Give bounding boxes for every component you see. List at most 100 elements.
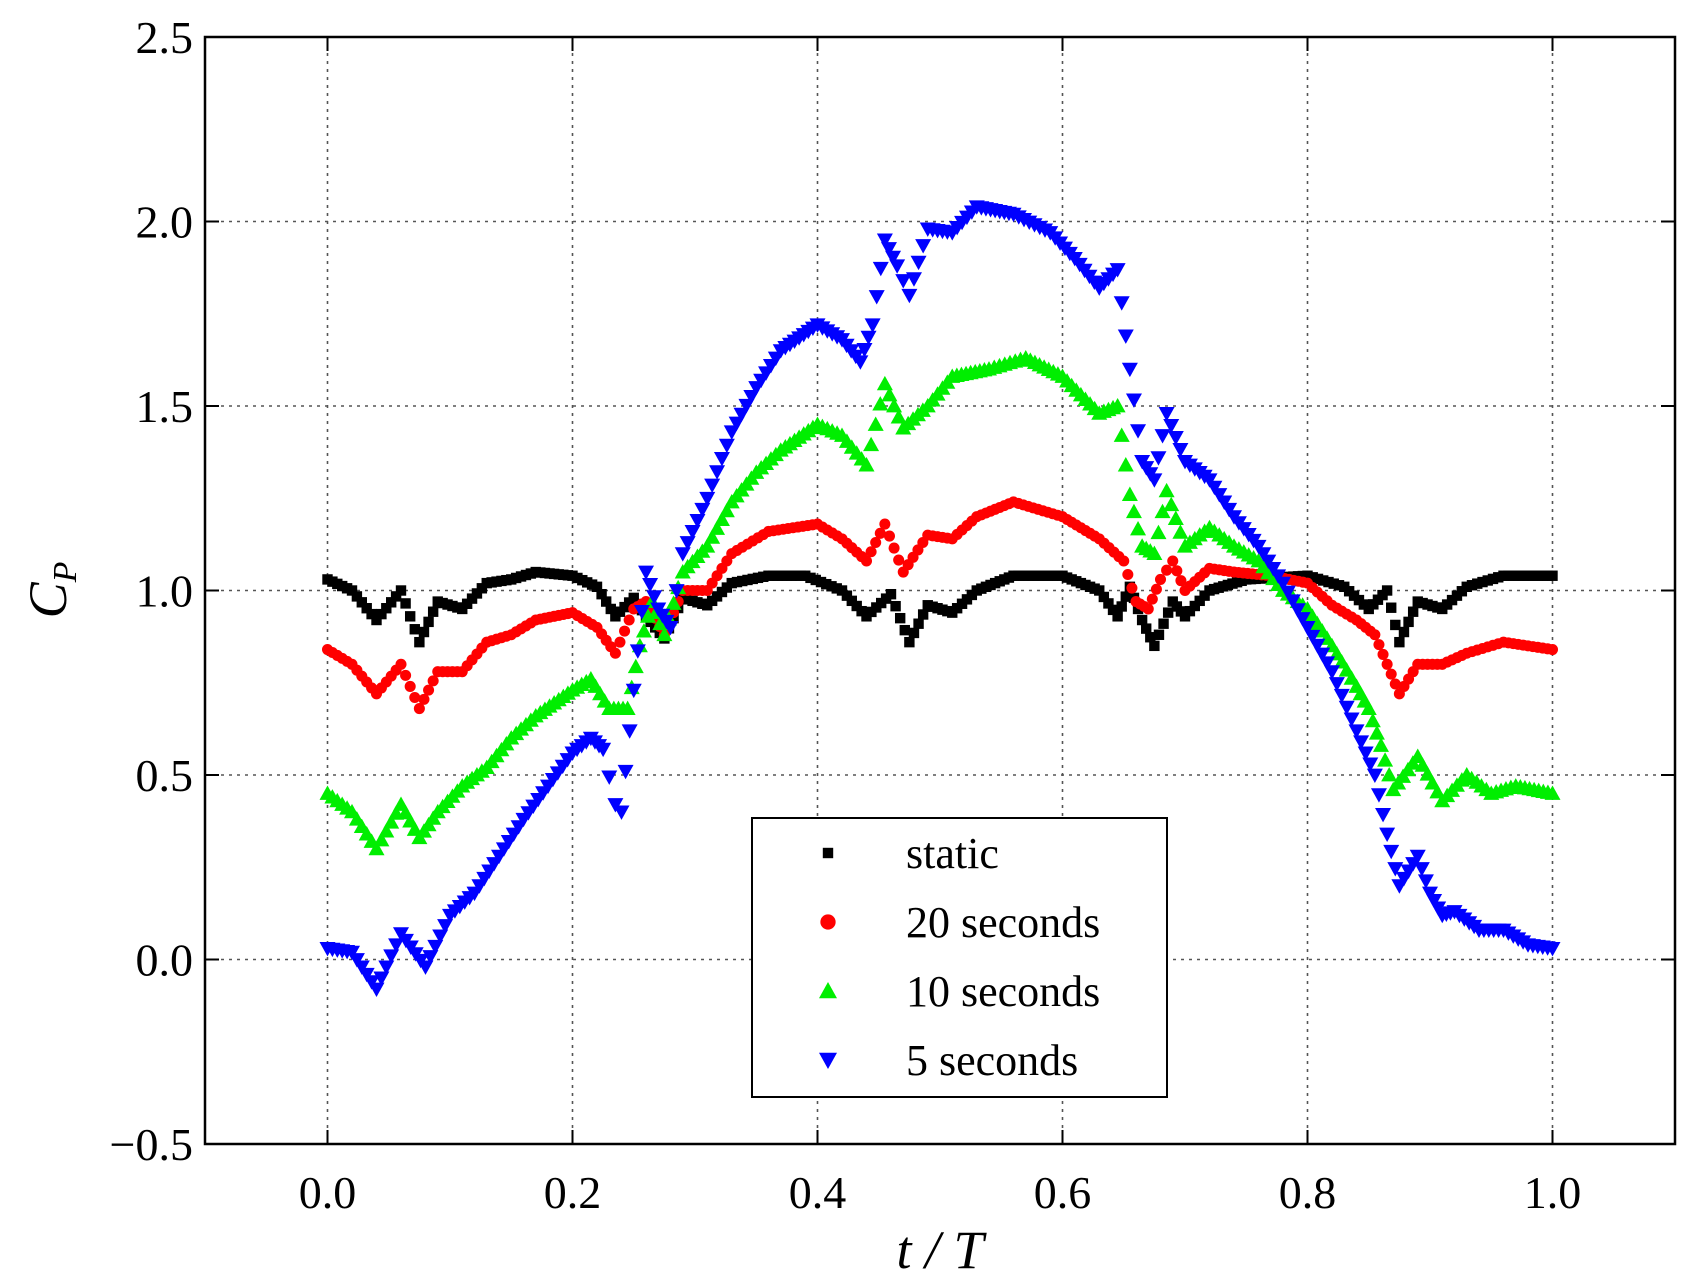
data-point (899, 624, 910, 636)
data-point (1387, 862, 1404, 877)
data-point (1150, 451, 1167, 466)
data-point (1146, 473, 1163, 488)
data-point (1477, 576, 1488, 588)
svg-text:CP: CP (18, 562, 84, 619)
data-point (1398, 626, 1410, 638)
data-point (1373, 639, 1385, 651)
x-tick-label: 0.4 (789, 1167, 847, 1218)
data-point (1389, 678, 1401, 690)
data-point (1377, 752, 1394, 767)
data-point (623, 614, 635, 626)
data-point (1366, 768, 1383, 783)
data-point (1113, 427, 1130, 442)
data-point (800, 570, 811, 581)
data-point (1125, 393, 1142, 408)
data-point (628, 592, 639, 604)
data-point (344, 945, 360, 961)
y-axis-title-sub: P (47, 562, 84, 584)
data-point (913, 618, 924, 629)
data-point (595, 742, 612, 758)
legend-marker-10-seconds (819, 982, 837, 999)
data-point (726, 577, 737, 589)
data-point (605, 603, 616, 615)
data-point (361, 603, 372, 614)
y-tick-label: 0.5 (136, 750, 194, 801)
data-point (731, 576, 743, 588)
data-point (1493, 572, 1504, 583)
data-point (1153, 629, 1165, 640)
data-point (1107, 604, 1119, 616)
data-point (1136, 614, 1148, 626)
legend: static 20 seconds 10 seconds 5 seconds (751, 817, 1168, 1098)
data-point (1250, 539, 1267, 555)
data-point (1381, 767, 1398, 782)
data-point (627, 658, 644, 674)
data-point (905, 272, 922, 287)
data-point (400, 598, 411, 609)
data-point (1385, 668, 1397, 680)
data-point (1260, 554, 1277, 569)
series-10-seconds (319, 350, 1561, 856)
data-point (1121, 362, 1138, 378)
data-point (699, 538, 716, 553)
data-point (601, 770, 618, 785)
data-point (418, 693, 430, 705)
data-point (860, 555, 873, 567)
data-point (413, 703, 425, 715)
data-point (1142, 603, 1154, 615)
data-point (805, 572, 816, 584)
data-point (662, 621, 679, 636)
data-point (1368, 725, 1385, 740)
data-point (1150, 583, 1162, 595)
data-point (852, 355, 869, 370)
y-tick-label: 0.0 (136, 935, 194, 986)
data-point (1130, 521, 1147, 536)
data-point (858, 457, 875, 472)
data-point (1289, 603, 1306, 618)
data-point (409, 624, 420, 635)
series-5-seconds (319, 200, 1561, 998)
data-point (1403, 616, 1414, 628)
data-point (1150, 524, 1167, 540)
data-point (1333, 580, 1345, 591)
data-point (1146, 545, 1163, 560)
data-point (1299, 621, 1316, 636)
data-point (358, 967, 375, 983)
data-point (1112, 611, 1123, 622)
data-point (1094, 585, 1105, 596)
data-point (758, 571, 769, 582)
data-point (371, 614, 382, 626)
data-point (709, 465, 726, 480)
data-point (713, 511, 730, 527)
data-point (638, 565, 654, 581)
data-point (713, 451, 730, 467)
data-point (1255, 547, 1272, 562)
data-point (1430, 901, 1447, 916)
data-point (1304, 629, 1321, 645)
legend-label-10-seconds: 10 seconds (906, 967, 1100, 1016)
data-point (699, 491, 716, 507)
data-point (383, 814, 400, 829)
data-point (815, 576, 827, 588)
plot-series (319, 200, 1561, 998)
data-point (874, 527, 886, 539)
data-point (1375, 807, 1392, 823)
data-point (640, 608, 657, 623)
data-point (1466, 580, 1478, 591)
data-point (1175, 575, 1187, 587)
data-point (893, 554, 905, 566)
data-point (1117, 457, 1134, 472)
data-point (432, 929, 449, 944)
data-point (376, 608, 387, 620)
data-point (1121, 486, 1138, 501)
data-point (395, 585, 407, 596)
data-point (886, 398, 903, 413)
data-point (346, 585, 358, 596)
data-point (1126, 582, 1138, 594)
data-point (418, 626, 430, 638)
data-point (617, 764, 634, 780)
data-point (383, 949, 400, 964)
data-point (1163, 418, 1180, 434)
data-point (619, 700, 636, 715)
data-point (1118, 555, 1130, 567)
